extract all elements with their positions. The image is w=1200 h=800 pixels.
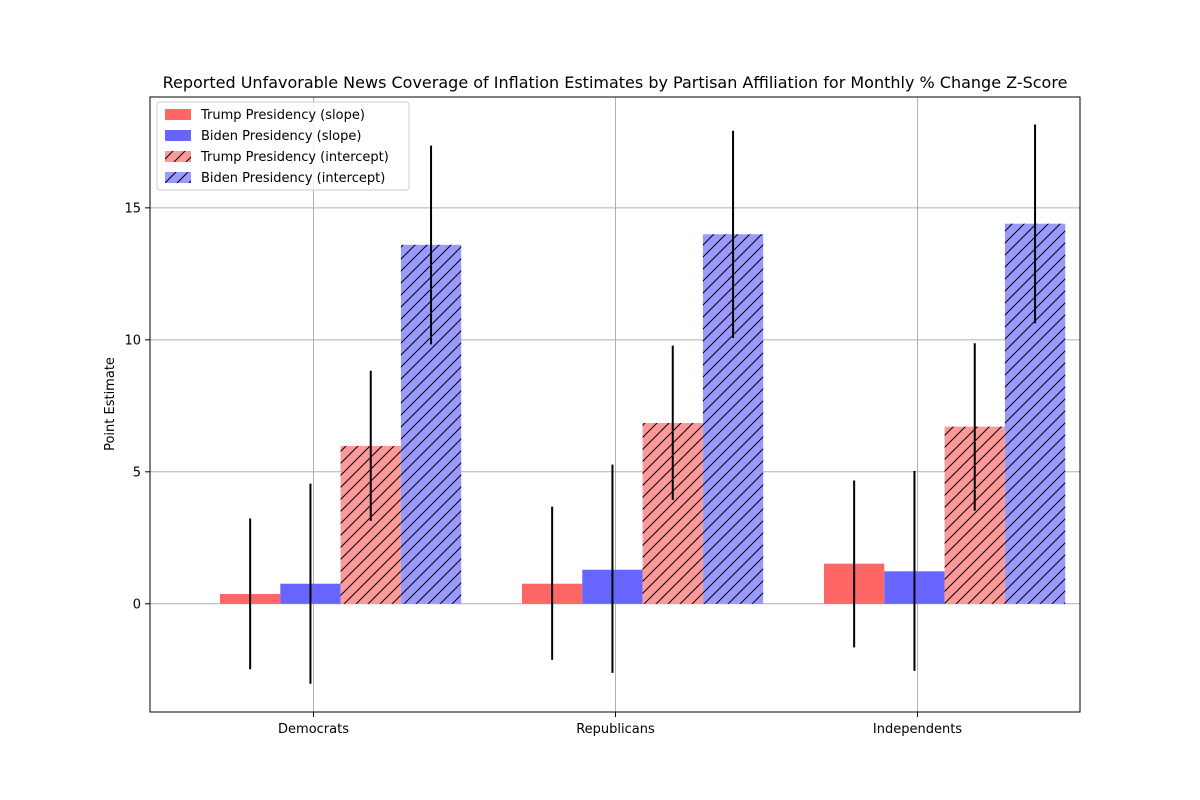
legend-label: Biden Presidency (intercept) [201,171,385,186]
x-tick-label: Independents [873,722,962,737]
y-tick-label: 15 [124,201,141,216]
y-tick-label: 0 [133,597,141,612]
y-axis-label: Point Estimate [103,357,118,451]
x-tick-label: Democrats [278,722,349,737]
y-tick-label: 10 [124,333,141,348]
grid-lines [150,97,1080,712]
legend-box [156,101,410,191]
chart-title: Reported Unfavorable News Coverage of In… [163,73,1068,92]
legend-label: Trump Presidency (slope) [200,108,365,123]
axis-ticks: 0 5 10 15 Democrats Republicans Independents [124,201,962,737]
legend: Trump Presidency (slope) Biden Presidency… [156,101,410,191]
legend-swatch-hatch [165,172,191,183]
legend-label: Biden Presidency (slope) [201,129,361,144]
error-bars [249,124,1037,684]
legend-swatch [165,109,191,120]
y-tick-label: 5 [133,465,141,480]
x-tick-label: Republicans [576,722,655,737]
legend-swatch-hatch [165,151,191,162]
bars [220,223,1066,604]
legend-label: Trump Presidency (intercept) [200,150,389,165]
legend-swatch [165,130,191,141]
